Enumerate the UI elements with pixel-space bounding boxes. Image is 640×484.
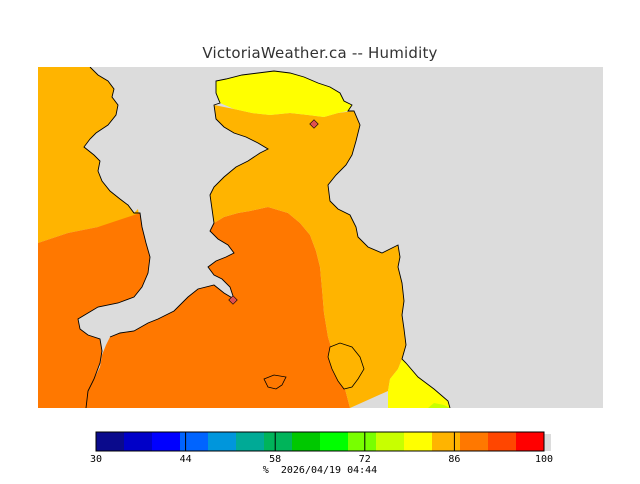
colorbar-cell bbox=[460, 432, 489, 451]
colorbar-ticks bbox=[95, 432, 545, 451]
humidity-zone-southeast-70 bbox=[428, 403, 450, 408]
colorbar-cell bbox=[404, 432, 433, 451]
colorbar-cell bbox=[208, 432, 237, 451]
legend-timestamp: 2026/04/19 04:44 bbox=[280, 465, 378, 476]
coastlines bbox=[77, 67, 451, 408]
map-title: VictoriaWeather.ca -- Humidity bbox=[202, 44, 438, 62]
colorbar-tick-label: 44 bbox=[179, 454, 192, 465]
colorbar-cell bbox=[432, 432, 461, 451]
colorbar-end-cap bbox=[544, 434, 551, 451]
colorbar-cell bbox=[96, 432, 125, 451]
humidity-zone-west-80 bbox=[38, 67, 140, 243]
colorbar-cell bbox=[516, 432, 545, 451]
station-marker-south[interactable] bbox=[228, 295, 238, 305]
colorbar-tick-label: 100 bbox=[534, 454, 554, 465]
colorbar-cell bbox=[180, 432, 209, 451]
legend-footer: % 2026/04/19 04:44 bbox=[0, 465, 640, 476]
humidity-zone-east-80 bbox=[210, 105, 406, 408]
colorbar-cell bbox=[124, 432, 153, 451]
colorbar-cell bbox=[264, 432, 293, 451]
colorbar-cell bbox=[320, 432, 349, 451]
humidity-zone-north-75 bbox=[216, 71, 352, 117]
colorbar-tick-label: 72 bbox=[358, 454, 371, 465]
colorbar-cell bbox=[348, 432, 377, 451]
colorbar-tick-label: 30 bbox=[89, 454, 103, 465]
colorbar-frame bbox=[95, 431, 545, 452]
colorbar-cells bbox=[96, 432, 545, 451]
station-marker-north[interactable] bbox=[309, 119, 319, 129]
colorbar-cell bbox=[236, 432, 265, 451]
humidity-zone-southeast-75 bbox=[388, 359, 450, 408]
colorbar-cell bbox=[488, 432, 517, 451]
colorbar-tick-label: 58 bbox=[269, 454, 282, 465]
colorbar-cell bbox=[152, 432, 181, 451]
humidity-zone-west-85 bbox=[38, 213, 150, 408]
humidity-zone-south-85 bbox=[86, 207, 350, 408]
colorbar-tick-label: 86 bbox=[448, 454, 461, 465]
colorbar-cell bbox=[376, 432, 405, 451]
humidity-map bbox=[38, 67, 603, 408]
legend-unit: % bbox=[262, 465, 269, 476]
small-island-southwest bbox=[263, 374, 287, 390]
colorbar-cell bbox=[292, 432, 321, 451]
small-island-south bbox=[327, 342, 365, 390]
